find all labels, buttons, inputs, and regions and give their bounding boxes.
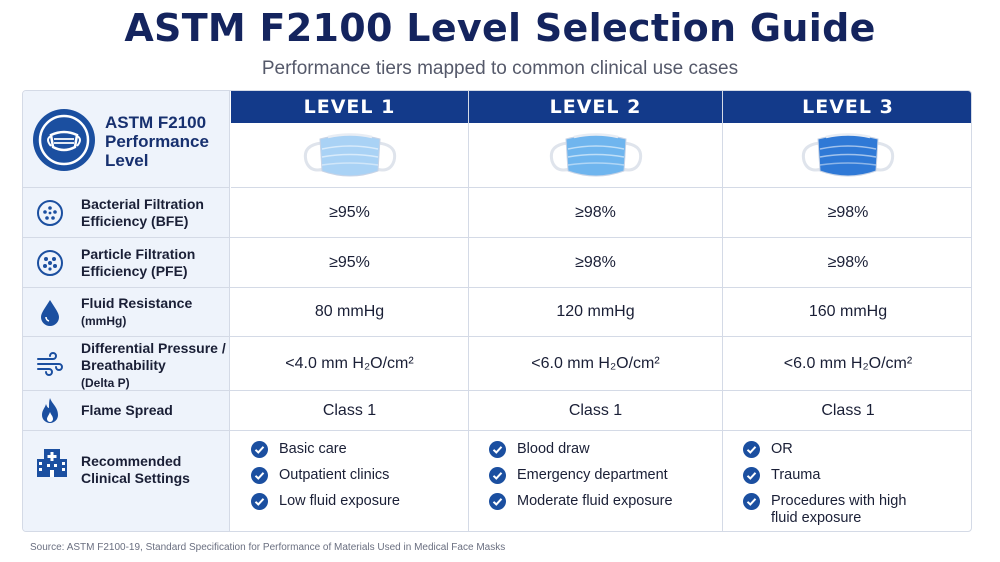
row-label-text: (Delta P) — [81, 376, 130, 390]
table-row: Bacterial Filtration Efficiency (BFE) ≥95… — [23, 188, 971, 238]
row-label: Differential Pressure / Breathability (Del… — [23, 337, 230, 390]
level-3-header: LEVEL 3 — [723, 91, 971, 123]
value-cell: ≥95% — [329, 203, 370, 221]
table-row: Fluid Resistance (mmHg) 80 mmHg 120 mmHg … — [23, 288, 971, 337]
page-title: ASTM F2100 Level Selection Guide — [124, 6, 876, 50]
value-cell: 80 mmHg — [314, 303, 385, 320]
flame-icon — [35, 396, 65, 426]
level-1-header: LEVEL 1 — [231, 91, 468, 123]
value-cell: Class 1 — [322, 401, 377, 419]
value-cell: ≥98% — [827, 203, 869, 221]
column-divider — [468, 91, 469, 531]
airflow-icon — [35, 349, 65, 379]
value-cell: <6.0 mm H₂O/cm² — [783, 354, 913, 372]
list-item: Outpatient clinics — [231, 467, 468, 484]
value-cell: Class 1 — [568, 401, 623, 419]
mask-icon — [33, 109, 95, 171]
droplet-icon — [35, 297, 65, 327]
settings-list: Basic care Outpatient clinics Low fluid … — [231, 431, 468, 531]
row-label-text: (mmHg) — [81, 314, 127, 328]
settings-list: OR Trauma Procedures with high fluid exp… — [723, 431, 971, 531]
table-row: Flame Spread Class 1 Class 1 Class 1 — [23, 391, 971, 431]
source-note: Source: ASTM F2100-19, Standard Specific… — [30, 542, 506, 553]
value-cell: 120 mmHg — [556, 303, 635, 320]
list-item: Blood draw — [469, 441, 722, 458]
header-label-cell: ASTM F2100 Performance Level — [23, 91, 230, 188]
row-label-text: Bacterial Filtration — [81, 196, 204, 212]
row-label: Flame Spread — [23, 391, 230, 430]
level-2-header: LEVEL 2 — [469, 91, 722, 123]
row-label: Recommended Clinical Settings — [23, 431, 230, 531]
check-icon — [489, 467, 506, 484]
row-label-text: Efficiency (PFE) — [81, 263, 188, 279]
table-row: Particle Filtration Efficiency (PFE) ≥95%… — [23, 238, 971, 288]
row-label: Fluid Resistance (mmHg) — [23, 288, 230, 336]
particle-icon — [35, 248, 65, 278]
check-icon — [743, 493, 760, 510]
level-1-mask-cell — [231, 123, 468, 188]
face-mask-icon — [303, 133, 396, 177]
column-divider — [722, 91, 723, 531]
value-cell: ≥98% — [575, 203, 616, 221]
face-mask-icon — [549, 133, 642, 177]
level-2-mask-cell — [469, 123, 722, 188]
row-label-text: Particle Filtration — [81, 246, 196, 262]
list-item: Moderate fluid exposure — [469, 493, 722, 510]
list-item: Low fluid exposure — [231, 493, 468, 510]
value-cell: ≥98% — [575, 253, 616, 271]
hospital-icon — [35, 445, 69, 479]
check-icon — [251, 441, 268, 458]
row-label-text: Fluid Resistance — [81, 295, 193, 311]
check-icon — [489, 493, 506, 510]
bacteria-icon — [35, 198, 65, 228]
list-item: Basic care — [231, 441, 468, 458]
header-label-text: ASTM F2100 Performance Level — [105, 113, 209, 170]
row-label-text: Efficiency (BFE) — [81, 213, 189, 229]
row-label: Particle Filtration Efficiency (PFE) — [23, 238, 230, 287]
comparison-table: ASTM F2100 Performance Level LEVEL 1 LEV… — [22, 90, 972, 532]
check-icon — [251, 467, 268, 484]
list-item: Procedures with high fluid exposure — [723, 493, 913, 527]
check-icon — [251, 493, 268, 510]
list-item: OR — [723, 441, 971, 458]
value-cell: <6.0 mm H₂O/cm² — [531, 354, 660, 372]
table-row: Differential Pressure / Breathability (Del… — [23, 337, 971, 391]
face-mask-icon — [801, 133, 895, 177]
settings-list: Blood draw Emergency department Moderate… — [469, 431, 722, 531]
list-item: Emergency department — [469, 467, 722, 484]
check-icon — [489, 441, 506, 458]
check-icon — [743, 441, 760, 458]
row-label-text: Clinical Settings — [81, 470, 190, 486]
row-label-text: Breathability — [81, 357, 166, 373]
row-label: Bacterial Filtration Efficiency (BFE) — [23, 188, 230, 237]
value-cell: ≥98% — [827, 253, 869, 271]
value-cell: <4.0 mm H₂O/cm² — [285, 354, 414, 372]
value-cell: 160 mmHg — [808, 303, 888, 320]
level-3-mask-cell — [723, 123, 971, 188]
row-label-text: Recommended — [81, 453, 182, 469]
check-icon — [743, 467, 760, 484]
row-label-text: Differential Pressure / — [81, 340, 226, 356]
value-cell: ≥95% — [329, 253, 370, 271]
page-subtitle: Performance tiers mapped to common clini… — [261, 58, 739, 79]
value-cell: Class 1 — [821, 401, 875, 419]
row-label-text: Flame Spread — [81, 402, 173, 418]
table-row: Recommended Clinical Settings Basic care … — [23, 431, 971, 531]
list-item: Trauma — [723, 467, 971, 484]
